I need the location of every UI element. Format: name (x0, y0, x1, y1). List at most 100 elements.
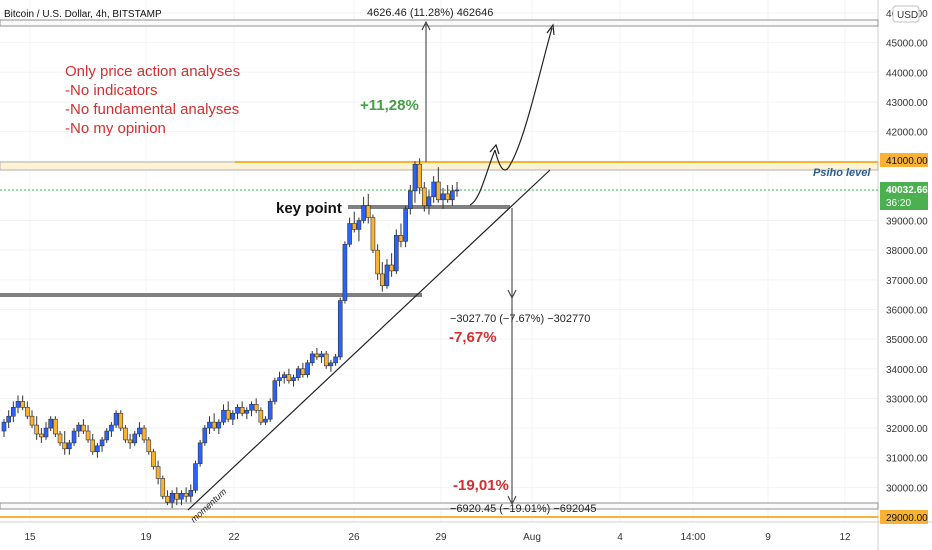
chart-title: Bitcoin / U.S. Dollar, 4h, BITSTAMP (4, 9, 162, 20)
candle-body (179, 492, 184, 500)
candle-body (155, 466, 161, 479)
candle-body (239, 407, 245, 414)
current-price-label: 40032.66 (886, 185, 928, 196)
price-tick-label: 36000.00 (886, 305, 928, 316)
currency-label: USD (897, 10, 918, 21)
candle-body (249, 404, 254, 411)
price-tick-label: 38000.00 (886, 246, 928, 257)
candle-body (295, 368, 301, 378)
candles (1, 158, 460, 509)
candle-body (146, 439, 152, 453)
candle-body (76, 424, 82, 432)
candle-body (389, 264, 394, 272)
candle-body (309, 353, 315, 364)
candle-body (207, 421, 212, 429)
candle-body (333, 356, 338, 364)
candle-body (356, 220, 362, 230)
price-tick-label: 37000.00 (886, 276, 928, 287)
candle-body (169, 492, 175, 503)
measure-up-label: 4626.46 (11.28%) 462646 (367, 7, 493, 19)
candle-body (188, 490, 194, 497)
candle-body (62, 442, 68, 450)
time-tick-label: 14:00 (680, 532, 705, 543)
candle-body (286, 374, 292, 381)
psiho-level-zone (0, 161, 879, 171)
time-tick-label: 22 (228, 532, 240, 543)
candle-body (281, 374, 287, 378)
time-tick-label: 15 (24, 532, 36, 543)
bottom-zone (0, 502, 879, 510)
candle-body (351, 223, 357, 230)
trendline (187, 169, 551, 511)
candle-body (57, 433, 63, 444)
note-line-4: -No my opinion (65, 120, 166, 137)
candle-body (202, 427, 208, 444)
candle-body (314, 353, 320, 358)
time-tick-label: 12 (839, 532, 851, 543)
candle-body (81, 424, 86, 432)
candle-body (291, 377, 296, 381)
price-tick-label: 39000.00 (886, 217, 928, 228)
price-badge-41000 (880, 153, 928, 167)
candle-body (165, 495, 170, 503)
candle-body (436, 181, 441, 201)
candle-body (99, 439, 105, 447)
candle-body (337, 300, 343, 358)
candle-body (403, 208, 408, 242)
candle-body (211, 421, 217, 429)
price-tick-label: 33000.00 (886, 394, 928, 405)
candle-body (118, 412, 124, 429)
candle-body (104, 430, 110, 441)
time-tick-label: 26 (348, 532, 360, 543)
candle-body (417, 163, 422, 189)
candle-body (127, 439, 133, 444)
measure-down1-label: −3027.70 (−7.67%) −302770 (450, 313, 590, 325)
candle-body (365, 205, 371, 218)
price-axis: 46000.0045000.0044000.0043000.0042000.00… (886, 9, 928, 494)
currency-button[interactable] (892, 5, 920, 23)
note-line-2: -No indicators (65, 82, 158, 99)
note-line-1: Only price action analyses (65, 63, 240, 80)
candle-body (272, 380, 278, 402)
candle-body (6, 415, 11, 423)
time-tick-label: 4 (617, 532, 623, 543)
price-tick-label: 43000.00 (886, 98, 928, 109)
candle-body (445, 193, 450, 201)
candle-body (422, 187, 427, 207)
candle-body (216, 421, 222, 429)
price-badge-29000 (880, 510, 928, 524)
candle-body (20, 401, 25, 408)
candle-body (398, 235, 404, 242)
price-tick-label: 31000.00 (886, 454, 928, 465)
price-badge-41000-label: 41000.00 (886, 156, 928, 167)
candle-body (379, 273, 385, 287)
candle-body (319, 353, 324, 358)
psiho-level-label: Psiho level (813, 167, 871, 179)
candle-body (393, 235, 399, 272)
candle-body (305, 362, 310, 375)
candle-body (85, 430, 91, 441)
candle-body (375, 249, 380, 275)
candle-body (300, 368, 306, 375)
candle-body (347, 223, 352, 245)
time-tick-label: 29 (435, 532, 447, 543)
note-line-3: -No fundamental analyses (65, 101, 239, 118)
candle-body (225, 409, 231, 420)
candle-body (48, 418, 54, 429)
candle-body (113, 412, 119, 426)
candle-body (431, 181, 436, 198)
candle-body (263, 418, 268, 423)
candle-body (109, 424, 114, 432)
candle-body (384, 264, 390, 287)
current-price-badge (880, 182, 928, 210)
candle-body (15, 401, 21, 408)
pct-up-label: +11,28% (360, 97, 419, 114)
candle-body (323, 353, 329, 367)
candle-body (221, 409, 226, 423)
candle-body (183, 492, 189, 497)
pct-down2-label: -19,01% (453, 477, 509, 494)
time-tick-label: 19 (140, 532, 152, 543)
candle-body (258, 409, 264, 423)
pct-down1-label: -7,67% (449, 329, 497, 346)
